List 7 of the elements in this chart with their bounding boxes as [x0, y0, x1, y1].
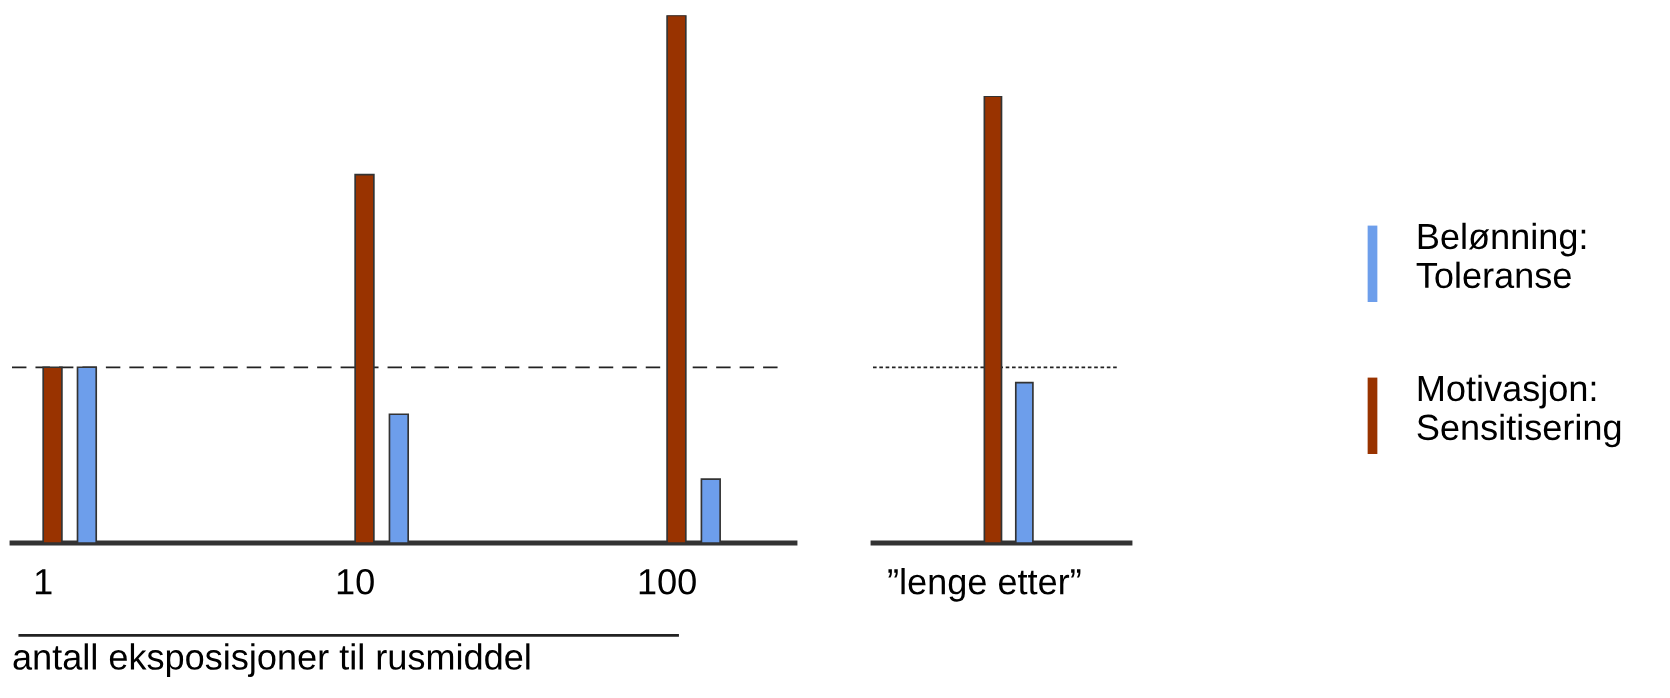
x-axis-title: antall eksposisjoner til rusmiddel: [13, 643, 530, 677]
x-tick-label: 100: [639, 568, 696, 595]
x-tick-label: ”lenge etter”: [888, 568, 1081, 602]
legend-label: Motivasjon: Sensitisering: [1417, 374, 1621, 448]
legend-label: Belønning: Toleranse: [1416, 222, 1586, 289]
x-tick-label: 1: [35, 569, 52, 595]
x-tick-label: 10: [337, 568, 374, 595]
